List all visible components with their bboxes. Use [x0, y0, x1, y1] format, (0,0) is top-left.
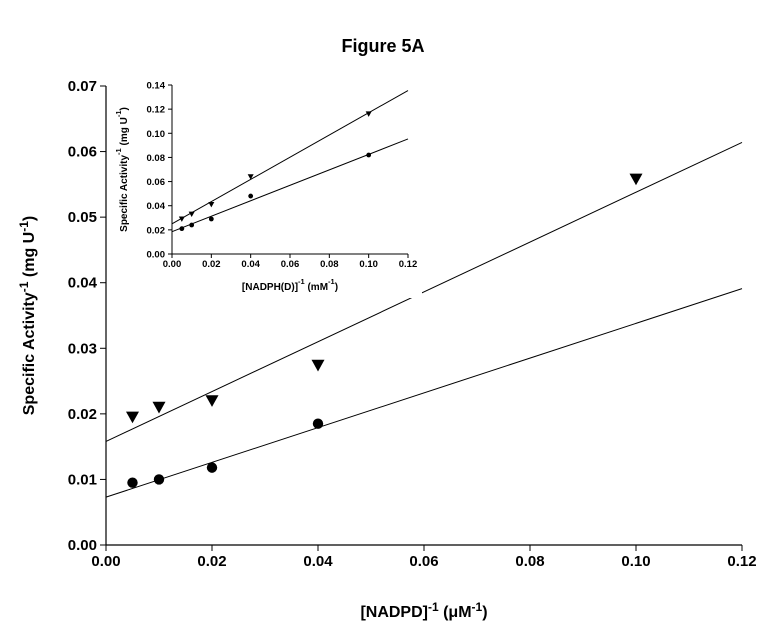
x-tick-label: 0.02: [202, 259, 221, 270]
x-tick-label: 0.00: [91, 553, 120, 570]
y-tick-label: 0.06: [147, 177, 166, 188]
x-tick-label: 0.02: [197, 553, 226, 570]
data-point-triangle: [247, 174, 254, 180]
data-point-circle: [208, 216, 214, 222]
data-point-circle: [153, 474, 165, 485]
y-tick-label: 0.00: [147, 250, 166, 261]
x-tick-label: 0.06: [409, 553, 438, 570]
x-tick-label: 0.04: [303, 553, 333, 570]
x-tick-label: 0.10: [621, 553, 650, 570]
x-axis-label: [NADPD]-1​ (μM-1​): [360, 600, 487, 621]
data-point-triangle: [188, 211, 195, 218]
x-tick-label: 0.06: [281, 259, 300, 270]
x-tick-label: 0.12: [727, 553, 756, 570]
y-tick-label: 0.00: [68, 537, 97, 554]
y-axis-label: Specific Activity-1​ (mg U-1​): [114, 107, 130, 232]
main-chart: 0.00 0.02 0.04 0.06 0.08 0.10 0.12 0.00 0.01 0.02…: [17, 78, 757, 621]
data-point-circle: [366, 152, 372, 158]
data-point-triangle: [205, 395, 219, 407]
x-tick-label: 0.08: [515, 553, 544, 570]
data-point-triangle: [178, 216, 185, 222]
fit-line-series-1: [105, 141, 743, 442]
x-tick-label: 0.08: [320, 259, 339, 270]
inset-chart: 0.00 0.02 0.04 0.06 0.08 0.10 0.12 0.00 0.02 0.04…: [114, 79, 422, 298]
x-tick-label: 0.12: [399, 259, 418, 270]
y-tick-label: 0.10: [147, 129, 166, 140]
data-point-triangle: [311, 359, 325, 372]
data-point-circle: [312, 418, 324, 429]
fit-line-series-2: [105, 288, 743, 498]
y-tick-label: 0.12: [147, 105, 166, 116]
x-tick-label: 0.10: [359, 259, 378, 270]
y-tick-label: 0.05: [68, 209, 97, 226]
x-tick-label: 0.00: [163, 259, 182, 270]
data-point-circle: [206, 462, 218, 473]
y-axis-label: Specific Activity-1​ (mg U-1​): [17, 216, 38, 415]
data-point-circle: [189, 222, 195, 228]
y-tick-label: 0.03: [68, 340, 97, 357]
data-point-circle: [248, 193, 254, 199]
data-point-triangle: [126, 411, 139, 424]
data-point-circle: [127, 477, 138, 488]
data-point-triangle: [152, 401, 166, 414]
inset-background: [114, 79, 422, 298]
y-tick-label: 0.04: [68, 275, 98, 292]
data-point-triangle: [208, 201, 215, 208]
y-tick-label: 0.14: [147, 81, 166, 92]
x-axis-label: [NADPH(D)]-1​ (mM-1​): [242, 277, 338, 293]
y-tick-label: 0.04: [147, 201, 166, 212]
y-tick-label: 0.02: [68, 406, 97, 423]
x-tick-label: 0.04: [241, 259, 260, 270]
y-tick-label: 0.07: [68, 78, 97, 95]
y-tick-label: 0.06: [68, 144, 97, 161]
y-tick-label: 0.01: [68, 471, 97, 488]
y-tick-label: 0.02: [147, 225, 166, 236]
chart-title: Figure 5A: [341, 36, 424, 56]
y-tick-label: 0.08: [147, 153, 166, 164]
data-point-circle: [179, 226, 185, 232]
data-point-triangle: [629, 173, 643, 186]
data-point-triangle: [365, 111, 372, 117]
